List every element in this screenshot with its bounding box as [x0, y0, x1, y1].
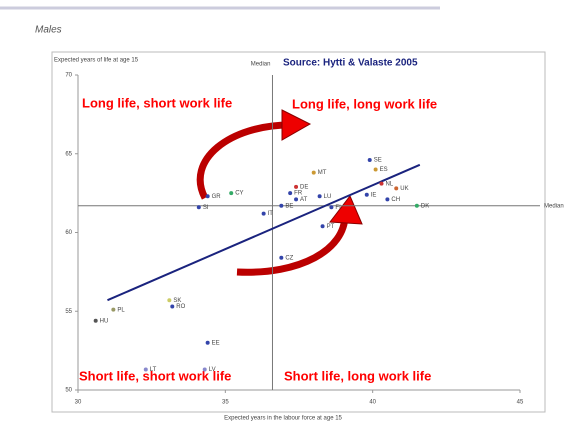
quadrant-label: Long life, long work life: [292, 96, 437, 111]
point-label: CH: [391, 197, 400, 203]
x-tick-label: 35: [222, 400, 229, 406]
point: [170, 305, 174, 309]
point: [229, 191, 233, 195]
point: [368, 158, 372, 162]
y-tick-label: 60: [65, 230, 72, 236]
point-label: LT: [150, 367, 157, 373]
point: [321, 224, 325, 228]
point-label: CY: [235, 191, 243, 197]
point: [312, 171, 316, 175]
point: [206, 194, 210, 198]
point: [415, 204, 419, 208]
point-label: CZ: [285, 255, 293, 261]
point-label: HU: [100, 318, 109, 324]
trend-line: [107, 165, 419, 300]
point-label: NL: [386, 181, 394, 187]
x-tick-label: 40: [369, 400, 376, 406]
y-tick-label: 65: [65, 151, 72, 157]
y-tick-label: 70: [65, 73, 72, 79]
point-label: BE: [285, 203, 293, 209]
quadrant-label: Long life, short work life: [82, 95, 232, 110]
point-label: ES: [380, 167, 388, 173]
median-label: Median: [544, 203, 564, 209]
point-label: LU: [324, 194, 332, 200]
source: Source: Hytti & Valaste 2005: [283, 58, 418, 69]
point-label: SK: [173, 298, 181, 304]
median-label: Median: [251, 62, 271, 68]
arrow-head: [282, 110, 310, 140]
point-label: EE: [212, 340, 220, 346]
point-label: SE: [374, 158, 382, 164]
chart-title: Males: [35, 25, 62, 36]
point-label: LV: [209, 367, 216, 373]
point: [206, 341, 210, 345]
point-label: UK: [400, 186, 408, 192]
y-tick-label: 55: [65, 309, 72, 315]
y-axis-label: Expected years of life at age 15: [54, 58, 139, 64]
point: [394, 186, 398, 190]
point: [279, 204, 283, 208]
point: [288, 191, 292, 195]
point: [294, 185, 298, 189]
point: [365, 193, 369, 197]
x-tick-label: 30: [75, 400, 82, 406]
y-tick-label: 50: [65, 388, 72, 394]
point-label: IT: [268, 211, 274, 217]
point-label: AT: [300, 197, 308, 203]
x-axis-label: Expected years in the labour force at ag…: [224, 416, 342, 422]
point-label: PT: [327, 224, 335, 230]
point: [318, 194, 322, 198]
point-label: DE: [300, 184, 308, 190]
point: [197, 205, 201, 209]
point: [374, 168, 378, 172]
arrow: [200, 125, 290, 198]
point-label: RO: [176, 304, 185, 310]
point: [279, 256, 283, 260]
page: Males Expected years of life at age 15 E…: [0, 0, 565, 432]
point: [144, 368, 148, 372]
point: [262, 212, 266, 216]
point: [329, 205, 333, 209]
point-label: FR: [294, 191, 303, 197]
point: [385, 197, 389, 201]
point-label: GR: [212, 194, 222, 200]
point: [94, 319, 98, 323]
point: [294, 197, 298, 201]
point-label: MT: [318, 170, 327, 176]
point: [203, 368, 207, 372]
x-tick-label: 45: [517, 400, 524, 406]
point-label: DK: [421, 203, 429, 209]
point-label: SI: [203, 205, 209, 211]
quadrant-label: Short life, long work life: [284, 368, 431, 383]
point: [380, 182, 384, 186]
point-label: FI: [335, 205, 341, 211]
point: [111, 308, 115, 312]
point: [167, 298, 171, 302]
chart: Males Expected years of life at age 15 E…: [0, 0, 565, 427]
point-label: IE: [371, 192, 377, 198]
point-label: PL: [117, 307, 125, 313]
